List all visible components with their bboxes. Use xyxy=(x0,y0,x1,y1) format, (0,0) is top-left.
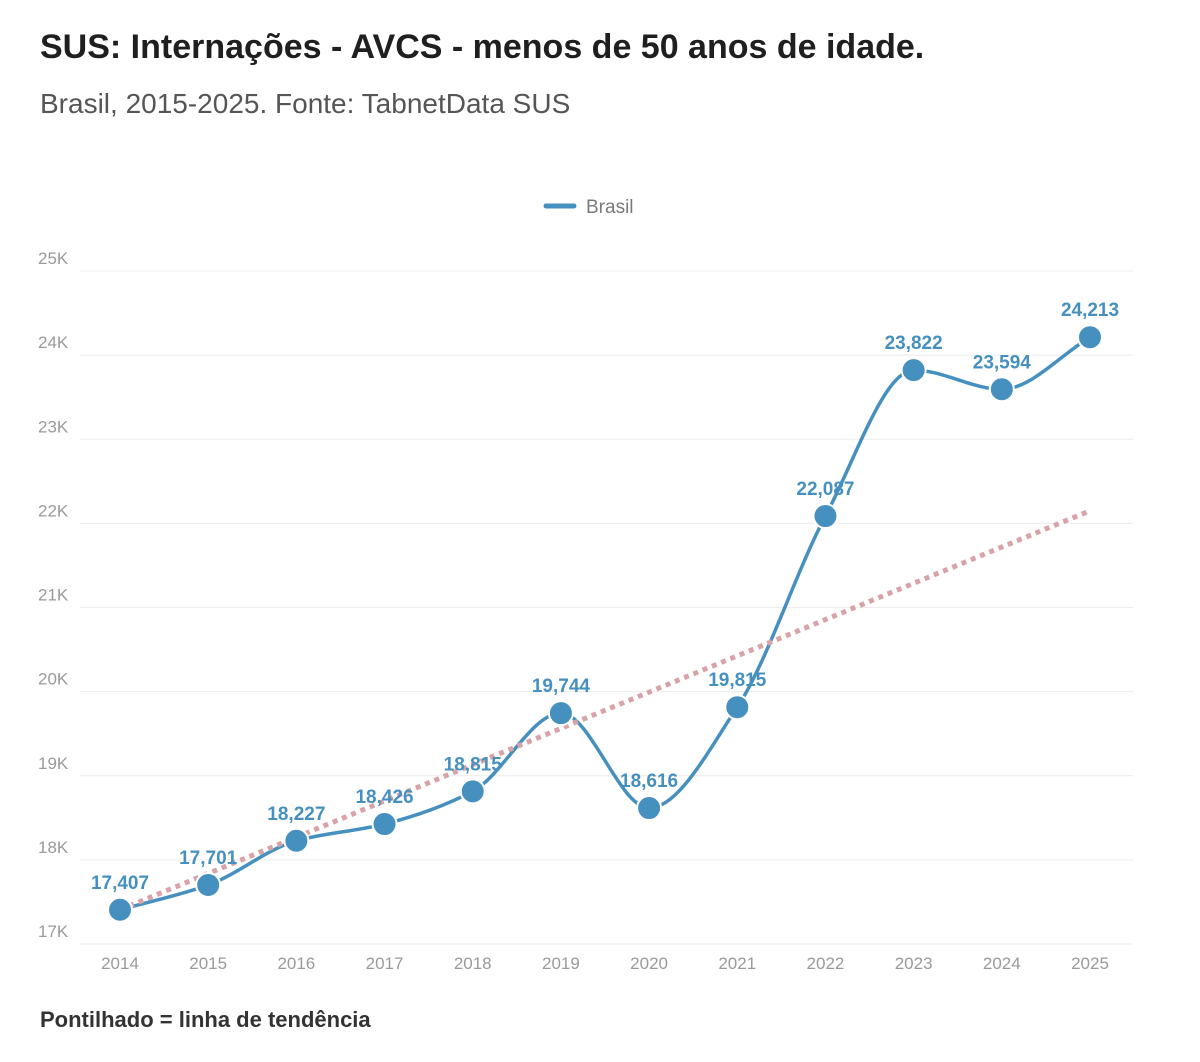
x-tick-label: 2018 xyxy=(454,954,492,973)
data-point[interactable] xyxy=(812,503,839,530)
x-tick-label: 2015 xyxy=(189,954,227,973)
x-tick-label: 2022 xyxy=(807,954,845,973)
x-axis-ticks: 2014 2015 2016 2017 2018 2019 2020 2021 2022 2023… xyxy=(101,954,1109,973)
x-tick-label: 2023 xyxy=(895,954,933,973)
data-label: 18,616 xyxy=(620,771,678,792)
y-tick-label: 18K xyxy=(38,838,69,857)
x-tick-label: 2016 xyxy=(277,954,315,973)
data-point[interactable] xyxy=(547,700,574,727)
data-point[interactable] xyxy=(195,872,222,899)
line-chart: 17K 18K 19K 20K 21K 22K 23K 24K 25K 2014 2015 2016… xyxy=(38,197,1133,973)
data-label: 18,815 xyxy=(444,754,503,775)
y-tick-label: 24K xyxy=(38,333,69,352)
series-line-brasil xyxy=(118,335,1092,912)
x-tick-label: 2019 xyxy=(542,954,580,973)
data-label: 18,426 xyxy=(355,787,413,808)
data-point[interactable] xyxy=(900,357,927,384)
x-tick-label: 2021 xyxy=(718,954,756,973)
legend[interactable]: Brasil xyxy=(543,197,634,218)
data-label: 24,213 xyxy=(1061,300,1119,321)
x-tick-label: 2024 xyxy=(983,954,1021,973)
footnote: Pontilhado = linha de tendência xyxy=(40,1007,371,1032)
y-tick-label: 17K xyxy=(38,922,69,941)
legend-label-brasil[interactable]: Brasil xyxy=(586,197,634,218)
data-label: 23,594 xyxy=(973,352,1032,373)
data-point[interactable] xyxy=(636,795,663,822)
x-tick-label: 2017 xyxy=(366,954,404,973)
data-point[interactable] xyxy=(724,694,751,721)
y-axis-ticks: 17K 18K 19K 20K 21K 22K 23K 24K 25K xyxy=(38,249,69,941)
data-label: 19,815 xyxy=(708,670,767,691)
x-tick-label: 2025 xyxy=(1071,954,1109,973)
data-point[interactable] xyxy=(988,376,1015,403)
trendline xyxy=(119,508,1091,913)
data-label: 17,407 xyxy=(91,873,149,894)
data-labels: 17,407 17,701 18,227 18,426 18,815 19,744 18,6… xyxy=(91,300,1119,894)
data-point[interactable] xyxy=(107,896,133,923)
data-point[interactable] xyxy=(283,827,310,854)
data-points xyxy=(107,324,1103,923)
chart-subtitle: Brasil, 2015-2025. Fonte: TabnetData SUS xyxy=(40,88,571,119)
gridlines xyxy=(80,270,1133,945)
x-tick-label: 2020 xyxy=(630,954,668,973)
data-point[interactable] xyxy=(371,811,398,838)
data-label: 19,744 xyxy=(532,676,591,697)
trend-line xyxy=(119,508,1091,913)
y-tick-label: 22K xyxy=(38,501,69,520)
y-tick-label: 23K xyxy=(38,417,69,436)
data-point[interactable] xyxy=(1077,324,1103,351)
data-label: 18,227 xyxy=(267,804,325,825)
data-label: 17,701 xyxy=(179,848,238,869)
series-brasil xyxy=(118,335,1092,912)
x-tick-label: 2014 xyxy=(101,954,139,973)
data-label: 23,822 xyxy=(885,333,943,354)
y-tick-label: 25K xyxy=(38,249,69,268)
data-point[interactable] xyxy=(459,778,486,805)
y-tick-label: 19K xyxy=(38,754,69,773)
chart-title: SUS: Internações - AVCS - menos de 50 an… xyxy=(40,28,925,66)
y-tick-label: 21K xyxy=(38,586,69,605)
data-label: 22,087 xyxy=(796,479,854,500)
y-tick-label: 20K xyxy=(38,670,69,689)
